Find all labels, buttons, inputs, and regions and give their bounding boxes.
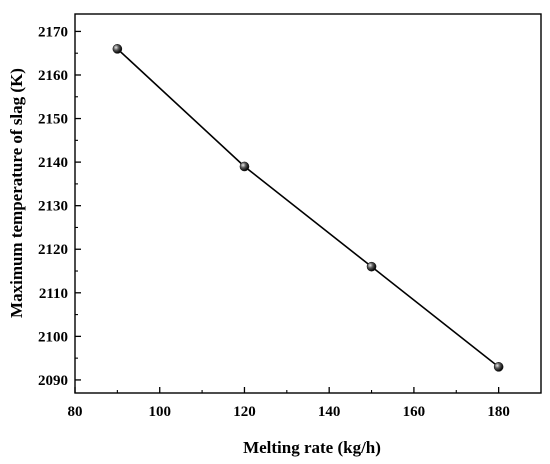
- x-tick-label: 160: [403, 404, 426, 420]
- series-line: [116, 48, 500, 368]
- data-point: [112, 44, 123, 54]
- y-tick-label: 2150: [38, 112, 68, 128]
- x-tick-label: 140: [318, 404, 341, 420]
- y-tick-label: 2130: [38, 199, 68, 215]
- y-axis-title: Maximum temperature of slag (K): [7, 68, 26, 318]
- series-layer: [112, 44, 504, 372]
- x-tick-label: 100: [148, 404, 171, 420]
- x-tick-label: 180: [487, 404, 510, 420]
- y-tick-label: 2090: [38, 373, 68, 389]
- data-point: [366, 261, 377, 272]
- y-tick-label: 2160: [38, 68, 68, 84]
- plot-frame: [74, 13, 542, 394]
- axes-layer: 80 100 120 140 160 180 2090 2100 2110 2120 2130 214…: [38, 13, 542, 420]
- y-tick-label: 2140: [38, 155, 68, 171]
- data-point: [239, 161, 250, 172]
- y-tick-label: 2120: [38, 242, 68, 258]
- y-tick-label: 2100: [38, 329, 68, 345]
- x-axis-title: Melting rate (kg/h): [243, 438, 381, 457]
- x-tick-label: 120: [233, 404, 256, 420]
- y-tick-label: 2110: [39, 286, 68, 302]
- data-point: [493, 362, 504, 372]
- y-tick-label: 2170: [38, 24, 68, 40]
- x-tick-label: 80: [68, 404, 83, 420]
